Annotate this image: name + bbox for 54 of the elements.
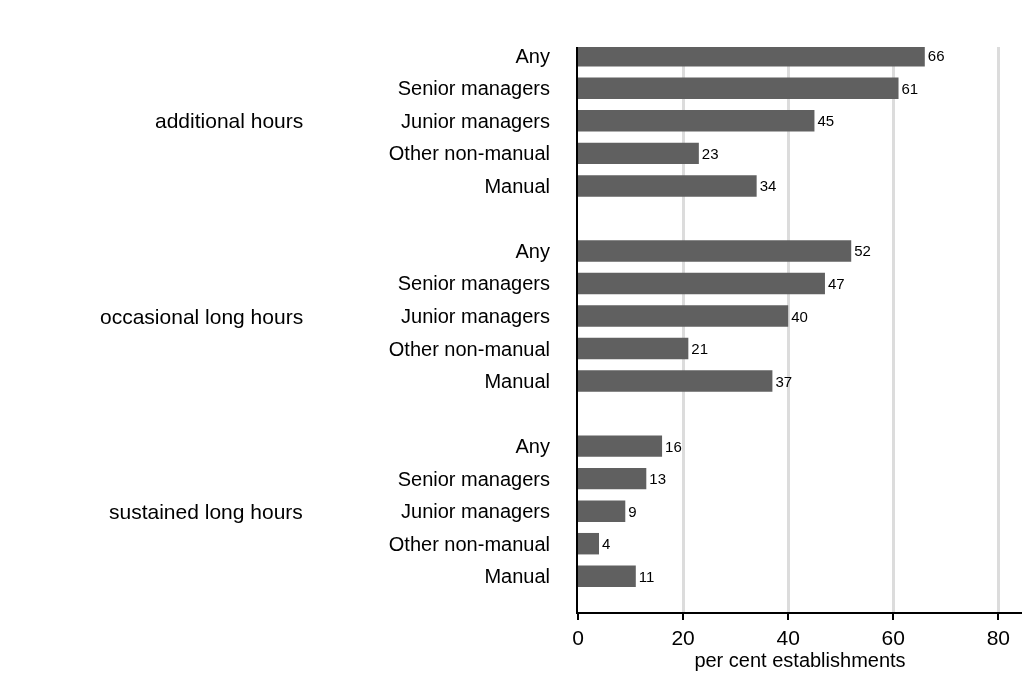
data-label: 47 — [827, 274, 845, 292]
data-label: 13 — [649, 470, 666, 488]
bar — [578, 337, 689, 360]
bar — [578, 77, 899, 100]
y-tick-label: Any — [515, 44, 550, 67]
bar — [578, 142, 699, 165]
data-label: 21 — [691, 340, 709, 358]
data-label: 16 — [665, 437, 682, 455]
y-tick-label: Other non-manual — [388, 142, 550, 165]
x-tick-label: 60 — [881, 626, 905, 650]
x-tick-label: 0 — [572, 626, 584, 650]
data-label: 45 — [817, 112, 835, 130]
y-tick-label: Manual — [484, 174, 550, 197]
bar — [578, 370, 773, 392]
bar — [578, 467, 647, 490]
text: sustained long hours — [109, 500, 303, 523]
bar — [578, 240, 852, 262]
y-tick-label: Other non-manual — [388, 532, 550, 555]
data-label: 4 — [602, 535, 611, 553]
data-label: 37 — [775, 372, 793, 390]
bar — [578, 272, 825, 295]
x-tick-label: 20 — [671, 626, 695, 650]
y-tick-label: Senior managers — [397, 77, 550, 100]
y-tick-label: Senior managers — [397, 272, 550, 295]
x-tick-label: 40 — [776, 626, 800, 650]
y-tick-label: Any — [515, 435, 550, 458]
data-label: 23 — [701, 144, 719, 162]
bar — [578, 47, 925, 67]
data-label: 40 — [791, 307, 808, 325]
data-label: 34 — [759, 177, 777, 195]
data-label: 9 — [628, 502, 637, 520]
y-tick-label: Any — [515, 239, 550, 262]
y-tick-label: Junior managers — [401, 109, 550, 132]
text: occasional long hours — [100, 305, 304, 328]
y-tick-label: Other non-manual — [388, 337, 550, 360]
y-tick-label: Senior managers — [397, 467, 550, 490]
data-label: 61 — [901, 79, 919, 97]
y-tick-label: Manual — [484, 370, 550, 393]
text: additional hours — [155, 109, 304, 132]
y-tick-label: Junior managers — [401, 500, 550, 523]
data-label: 66 — [927, 47, 945, 65]
bar — [578, 500, 626, 522]
bar — [578, 435, 663, 457]
bar — [578, 175, 757, 197]
bar — [578, 305, 789, 327]
y-tick-label: Junior managers — [401, 305, 550, 327]
bar — [578, 565, 636, 587]
data-label: 52 — [854, 242, 871, 260]
bar — [578, 110, 815, 132]
y-tick-label: Manual — [484, 565, 550, 588]
x-tick-label: 80 — [986, 626, 1011, 650]
data-label: 11 — [638, 567, 655, 585]
bar — [578, 532, 600, 555]
x-axis-title: per cent establishments — [694, 649, 906, 672]
